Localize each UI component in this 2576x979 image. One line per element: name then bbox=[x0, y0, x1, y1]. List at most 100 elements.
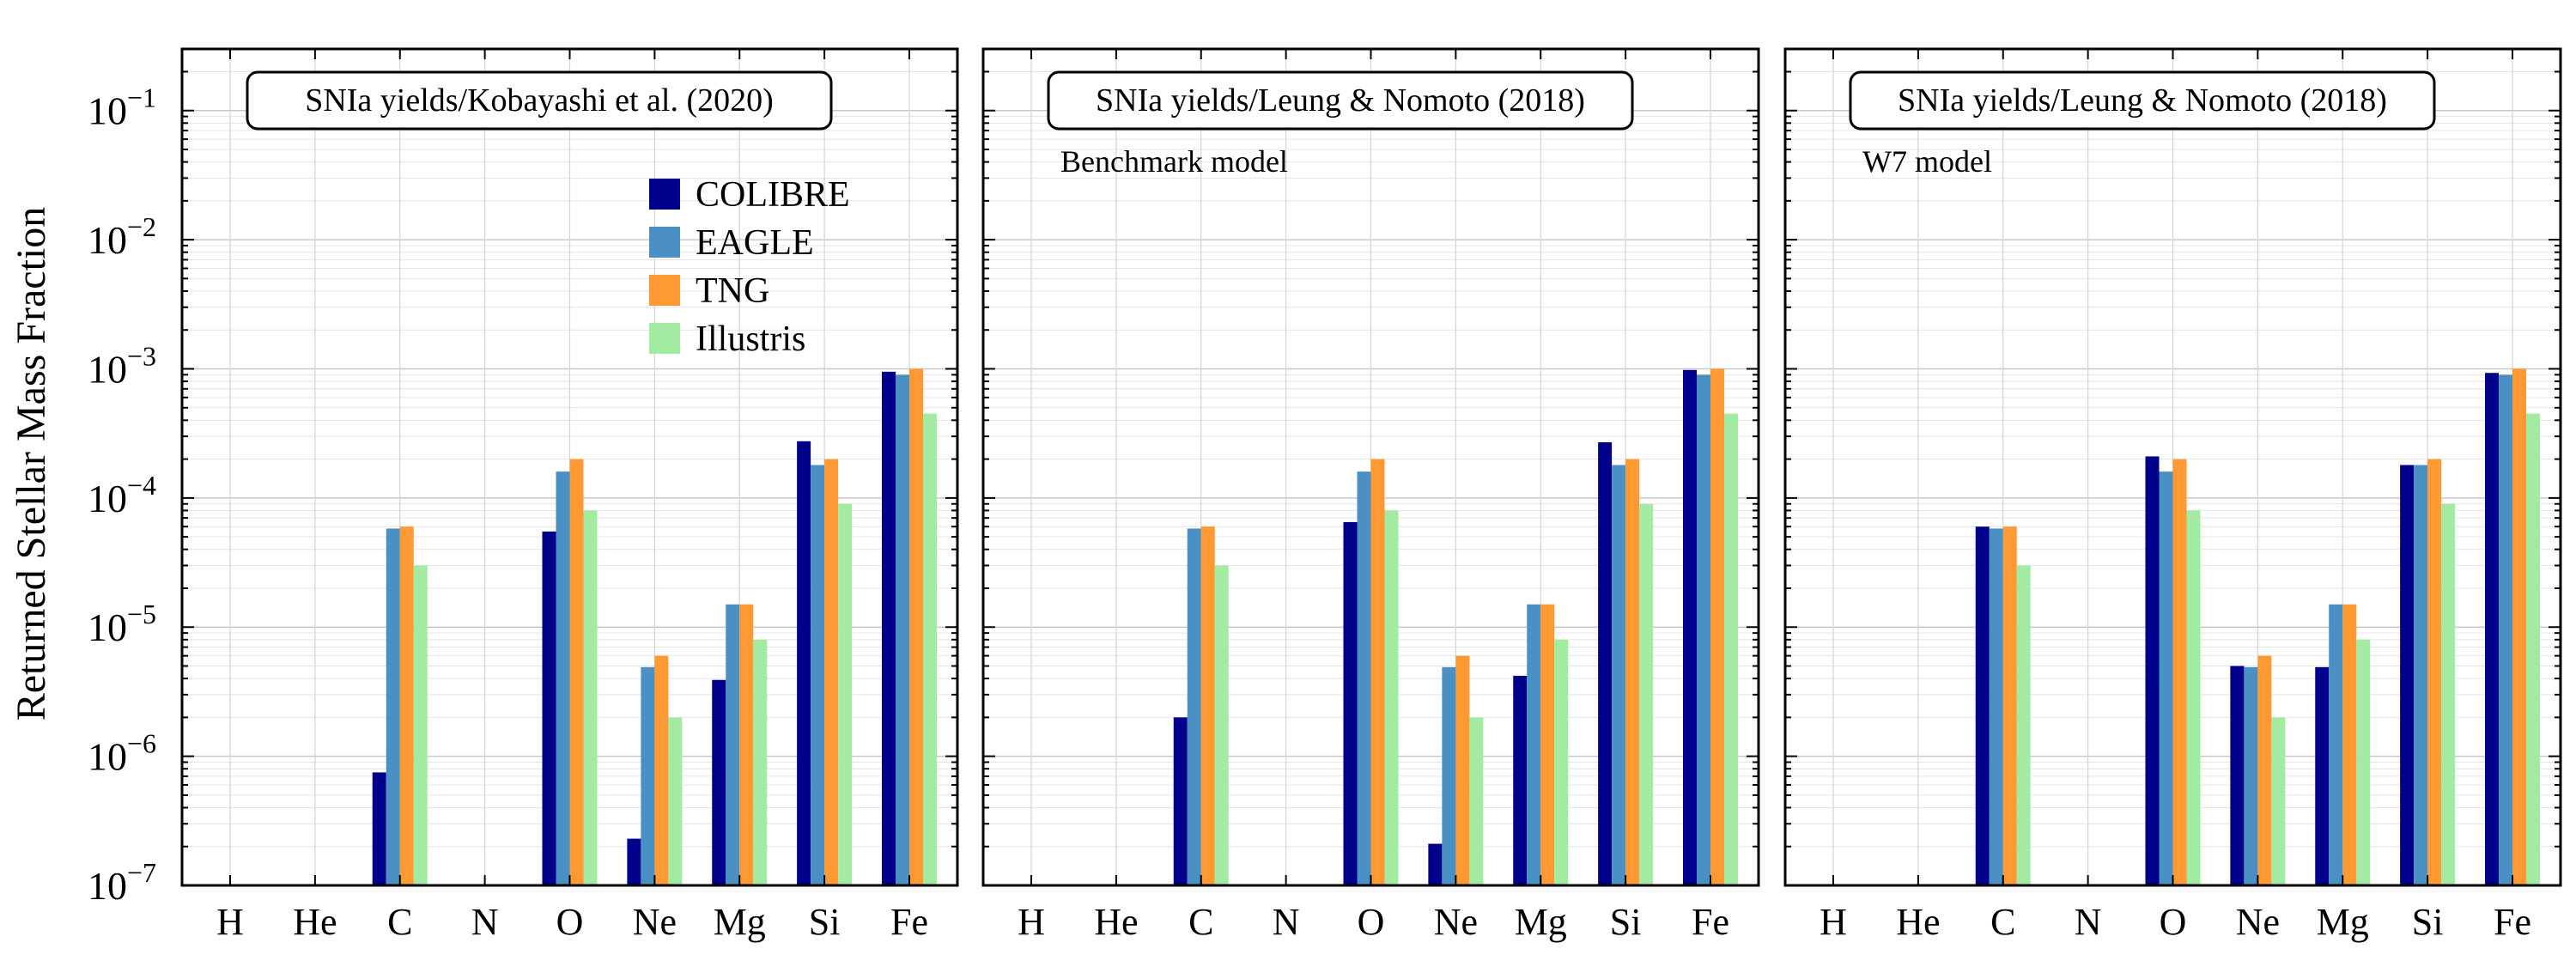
bar-eagle-o bbox=[1357, 471, 1371, 885]
bar-tng-fe bbox=[2512, 368, 2526, 886]
bar-eagle-c bbox=[386, 528, 400, 885]
bar-colibre-ne bbox=[2230, 666, 2245, 885]
bar-illustris-ne bbox=[1469, 717, 1484, 885]
bar-colibre-si bbox=[1598, 442, 1613, 885]
bar-eagle-mg bbox=[1527, 604, 1541, 885]
x-tick-label: N bbox=[2075, 901, 2102, 943]
x-tick-label: Fe bbox=[1692, 901, 1729, 943]
panel-subtitle: W7 model bbox=[1862, 144, 1992, 179]
bar-tng-fe bbox=[909, 368, 923, 886]
legend-label-illustris: Illustris bbox=[696, 319, 805, 359]
legend-swatch-tng bbox=[649, 275, 680, 306]
bar-illustris-si bbox=[2441, 503, 2456, 885]
bar-illustris-mg bbox=[753, 639, 768, 885]
x-tick-label: Fe bbox=[890, 901, 928, 943]
x-tick-label: Mg bbox=[1515, 901, 1567, 943]
bar-illustris-fe bbox=[2526, 413, 2540, 885]
bar-colibre-c bbox=[1975, 526, 1990, 885]
panel-title: SNIa yields/Leung & Nomoto (2018) bbox=[1898, 82, 2387, 119]
x-tick-label: O bbox=[556, 901, 584, 943]
panel-title: SNIa yields/Kobayashi et al. (2020) bbox=[305, 82, 774, 119]
bar-eagle-mg bbox=[2329, 604, 2343, 885]
bar-eagle-ne bbox=[2244, 666, 2258, 885]
bar-tng-o bbox=[569, 459, 584, 885]
bar-tng-o bbox=[2172, 459, 2187, 885]
bar-eagle-mg bbox=[726, 604, 740, 885]
plot-area: H He C N O Ne Mg Si Fe 10−7 10−6 10−5 10−4 10−3 10−2 10… bbox=[88, 47, 2562, 943]
bar-illustris-mg bbox=[1554, 639, 1569, 885]
bar-tng-o bbox=[1370, 459, 1385, 885]
bar-eagle-o bbox=[556, 471, 570, 885]
panel-title: SNIa yields/Leung & Nomoto (2018) bbox=[1096, 82, 1585, 119]
x-tick-label: N bbox=[471, 901, 499, 943]
bar-illustris-si bbox=[1639, 503, 1654, 885]
bar-illustris-ne bbox=[2271, 717, 2286, 885]
bar-eagle-si bbox=[811, 465, 825, 885]
bar-tng-c bbox=[2002, 526, 2017, 885]
legend-label-colibre: COLIBRE bbox=[696, 175, 850, 215]
bar-colibre-o bbox=[1343, 522, 1358, 885]
x-tick-label: Fe bbox=[2494, 901, 2531, 943]
x-tick-label: Mg bbox=[2317, 901, 2369, 943]
x-tick-label: C bbox=[1990, 901, 2015, 943]
bar-illustris-ne bbox=[668, 717, 683, 885]
x-tick-label: Si bbox=[2412, 901, 2444, 943]
bar-colibre-fe bbox=[1683, 369, 1697, 885]
y-axis-label: Returned Stellar Mass Fraction bbox=[9, 207, 54, 721]
panel-frame bbox=[1783, 47, 2562, 887]
bar-eagle-o bbox=[2159, 471, 2173, 885]
bar-colibre-o bbox=[2145, 456, 2160, 885]
bar-colibre-c bbox=[1173, 717, 1188, 885]
legend-label-eagle: EAGLE bbox=[696, 223, 814, 263]
x-tick-label: Ne bbox=[633, 901, 677, 943]
x-tick-label: H bbox=[1820, 901, 1847, 943]
panel-frame bbox=[981, 47, 1760, 887]
bar-illustris-c bbox=[2016, 565, 2031, 885]
bar-eagle-fe bbox=[2499, 374, 2512, 885]
x-tick-label: N bbox=[1273, 901, 1300, 943]
bar-colibre-ne bbox=[1428, 843, 1443, 885]
panel-2: H He C N O Ne Mg Si Fe SNIa yields/Leung & Nomoto… bbox=[981, 47, 1760, 943]
bar-illustris-o bbox=[2186, 510, 2201, 885]
x-tick-label: O bbox=[2160, 901, 2187, 943]
bar-illustris-fe bbox=[1724, 413, 1738, 885]
bar-colibre-o bbox=[542, 531, 556, 885]
panel-title-box bbox=[1047, 70, 1634, 131]
bar-eagle-ne bbox=[641, 666, 655, 885]
x-tick-label: O bbox=[1358, 901, 1385, 943]
bar-illustris-c bbox=[413, 565, 428, 885]
y-tick-label: 10−4 bbox=[88, 470, 156, 520]
bar-eagle-ne bbox=[1442, 666, 1456, 885]
panel-frame bbox=[180, 47, 959, 887]
bar-illustris-mg bbox=[2356, 639, 2371, 885]
bar-colibre-fe bbox=[2485, 373, 2499, 885]
bar-tng-ne bbox=[654, 655, 669, 885]
x-tick-label: H bbox=[216, 901, 244, 943]
x-tick-label: He bbox=[293, 901, 337, 943]
bar-colibre-si bbox=[2400, 465, 2415, 885]
bar-tng-ne bbox=[2257, 655, 2272, 885]
bar-eagle-fe bbox=[896, 374, 909, 885]
legend-swatch-colibre bbox=[649, 179, 680, 210]
bar-tng-mg bbox=[739, 604, 754, 885]
bar-tng-si bbox=[824, 459, 839, 885]
bar-tng-si bbox=[1625, 459, 1640, 885]
x-tick-label: Mg bbox=[714, 901, 766, 943]
bar-colibre-ne bbox=[627, 838, 641, 885]
x-tick-label: C bbox=[1188, 901, 1213, 943]
y-tick-label: 10−7 bbox=[88, 857, 156, 908]
bar-eagle-fe bbox=[1697, 374, 1710, 885]
x-tick-label: Si bbox=[1610, 901, 1642, 943]
bar-tng-c bbox=[399, 526, 414, 885]
x-tick-label: C bbox=[387, 901, 412, 943]
legend-swatch-eagle bbox=[649, 227, 680, 258]
bar-tng-fe bbox=[1710, 368, 1724, 886]
x-tick-label: Si bbox=[809, 901, 841, 943]
panel-1: H He C N O Ne Mg Si Fe 10−7 10−6 10−5 10−4 10−3 10−2 10… bbox=[88, 47, 959, 943]
bar-colibre-mg bbox=[2315, 666, 2330, 885]
panel-subtitle: Benchmark model bbox=[1060, 144, 1288, 179]
bar-illustris-o bbox=[1384, 510, 1399, 885]
bar-eagle-si bbox=[1612, 465, 1626, 885]
bar-tng-mg bbox=[1540, 604, 1555, 885]
